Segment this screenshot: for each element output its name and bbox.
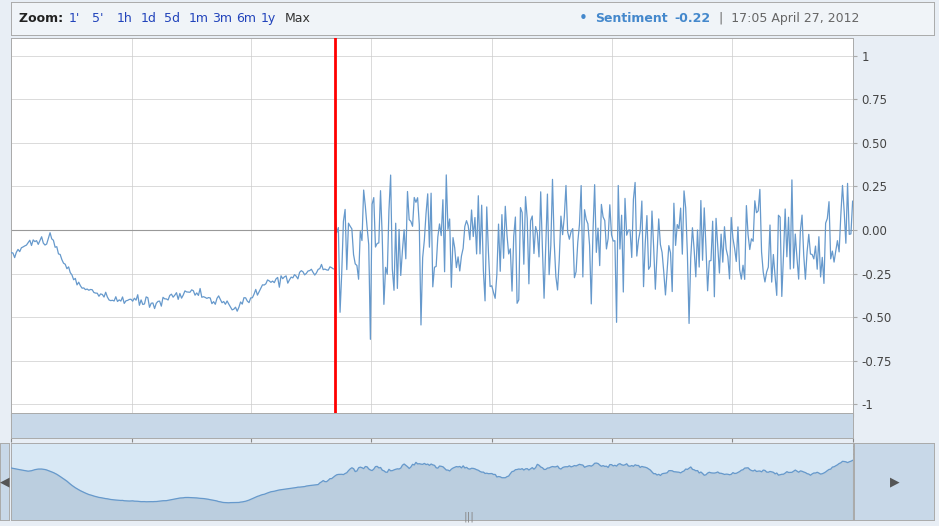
Text: Sentiment: Sentiment — [594, 12, 668, 25]
Text: 1h: 1h — [116, 12, 132, 25]
Text: -0.22: -0.22 — [674, 12, 710, 25]
Text: |  17:05 April 27, 2012: | 17:05 April 27, 2012 — [715, 12, 859, 25]
Text: Zoom:: Zoom: — [19, 12, 68, 25]
Text: 5d: 5d — [164, 12, 180, 25]
Text: ◀: ◀ — [0, 475, 9, 488]
Text: 1y: 1y — [260, 12, 276, 25]
Text: Max: Max — [285, 12, 311, 25]
Text: •: • — [579, 11, 588, 26]
Text: |||: ||| — [464, 512, 475, 522]
Text: 3m: 3m — [212, 12, 233, 25]
Text: 1m: 1m — [189, 12, 208, 25]
Text: 1': 1' — [69, 12, 80, 25]
Text: 5': 5' — [93, 12, 104, 25]
Text: ▶: ▶ — [889, 475, 900, 488]
Text: 1d: 1d — [141, 12, 157, 25]
Text: 6m: 6m — [237, 12, 256, 25]
